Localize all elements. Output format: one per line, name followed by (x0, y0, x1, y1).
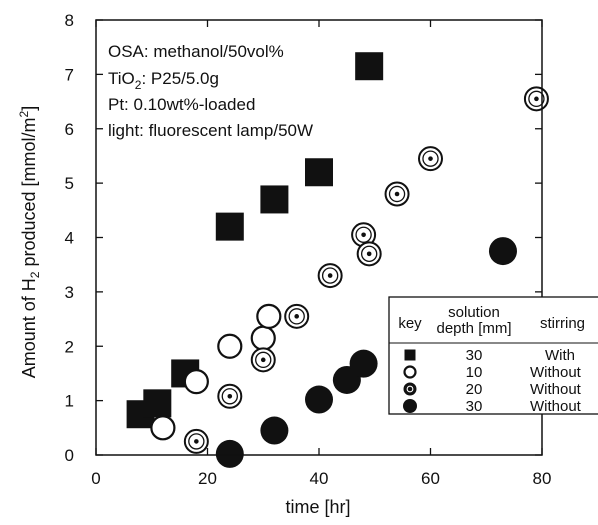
y-tick-label: 7 (65, 65, 74, 84)
y-tick-label: 2 (65, 337, 74, 356)
annotation-block: OSA: methanol/50vol% TiO2: P25/5.0g Pt: … (108, 42, 313, 140)
x-tick-label: 80 (533, 469, 552, 488)
legend-depth: 30 (466, 398, 483, 415)
data-point-open-circle (217, 333, 243, 359)
data-point-open-circle (256, 303, 282, 329)
legend-header-depth-line1: solution (448, 304, 500, 321)
annotation-pt: Pt: 0.10wt%-loaded (108, 95, 255, 114)
legend-header-stirring: stirring (540, 315, 585, 332)
y-tick-label: 5 (65, 174, 74, 193)
data-point-dotted-circle (217, 383, 243, 409)
data-point-dotted-circle (284, 303, 310, 329)
data-point-dotted-circle (317, 263, 343, 289)
legend: key solution depth [mm] stirring 30 With 1… (388, 296, 598, 415)
data-point-filled-circle (349, 349, 378, 378)
data-point-filled-square (260, 185, 289, 214)
y-tick-label: 1 (65, 392, 74, 411)
legend-rows: 30 With 10 Without 20 Without 30 Without (403, 347, 582, 415)
data-point-dotted-circle (356, 241, 382, 267)
legend-depth: 10 (466, 364, 483, 381)
legend-box (388, 296, 598, 415)
data-point-filled-circle (305, 385, 333, 414)
data-point-filled-circle (215, 439, 244, 468)
data-point-dotted-circle (183, 428, 209, 454)
tick-labels: 0 20 40 60 80 0 1 2 3 4 5 6 7 8 (65, 11, 552, 488)
x-tick-label: 60 (421, 469, 440, 488)
data-point-filled-circle (260, 416, 289, 445)
data-marks (126, 52, 549, 468)
data-point-dotted-circle (250, 347, 276, 373)
legend-stirring: Without (530, 364, 582, 381)
x-tick-label: 40 (310, 469, 329, 488)
x-axis-title: time [hr] (285, 497, 350, 517)
legend-stirring: With (545, 347, 575, 364)
y-tick-label: 0 (65, 446, 74, 465)
annotation-osa: OSA: methanol/50vol% (108, 42, 284, 61)
data-point-open-circle (183, 368, 209, 395)
legend-depth: 30 (466, 347, 483, 364)
legend-depth: 20 (466, 381, 483, 398)
data-point-open-circle (150, 415, 176, 441)
legend-stirring: Without (530, 398, 582, 415)
legend-header-key: key (398, 315, 422, 332)
data-point-open-circle (250, 325, 276, 351)
data-point-open-circle (403, 365, 417, 379)
data-point-filled-circle (403, 399, 417, 413)
y-tick-label: 8 (65, 11, 74, 30)
data-point-dotted-circle (523, 86, 549, 112)
y-tick-label: 6 (65, 120, 74, 139)
legend-stirring: Without (530, 381, 582, 398)
annotation-tio2: TiO2: P25/5.0g (108, 69, 219, 92)
data-point-dotted-circle (403, 382, 417, 396)
data-point-filled-square (404, 349, 416, 361)
data-point-dotted-circle (384, 181, 410, 207)
data-point-filled-square (305, 158, 333, 187)
data-point-dotted-circle (418, 146, 443, 172)
y-tick-label: 3 (65, 283, 74, 302)
annotation-light: light: fluorescent lamp/50W (108, 121, 313, 140)
legend-header-depth-line2: depth [mm] (436, 320, 511, 337)
y-axis-title: Amount of H2 produced [mmol/m2] (17, 106, 42, 379)
x-tick-label: 20 (198, 469, 217, 488)
y-tick-label: 4 (65, 229, 74, 248)
x-tick-label: 0 (91, 469, 100, 488)
data-point-filled-square (215, 212, 244, 241)
data-point-filled-square (143, 389, 172, 418)
data-point-filled-circle (488, 237, 517, 266)
data-point-filled-square (355, 52, 384, 81)
